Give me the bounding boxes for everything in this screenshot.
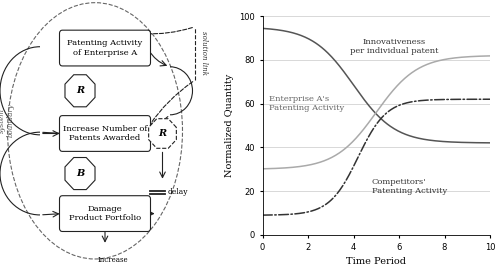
Text: Patenting Activity
of Enterprise A: Patenting Activity of Enterprise A bbox=[68, 40, 142, 57]
Text: system
boundary: system boundary bbox=[0, 103, 15, 137]
Polygon shape bbox=[148, 119, 176, 148]
Text: Innovativeness
per individual patent: Innovativeness per individual patent bbox=[350, 38, 438, 55]
Text: Increase Number of
Patents Awarded: Increase Number of Patents Awarded bbox=[63, 125, 147, 142]
Text: Enterprise A's
Patenting Activity: Enterprise A's Patenting Activity bbox=[270, 95, 344, 112]
Polygon shape bbox=[65, 75, 95, 107]
FancyBboxPatch shape bbox=[60, 116, 150, 151]
Text: Increase
R&D
Resources: Increase R&D Resources bbox=[94, 256, 131, 267]
Text: R: R bbox=[158, 129, 166, 138]
Y-axis label: Normalized Quantity: Normalized Quantity bbox=[224, 74, 234, 177]
Polygon shape bbox=[65, 158, 95, 190]
Text: R: R bbox=[76, 86, 84, 95]
FancyBboxPatch shape bbox=[60, 196, 150, 231]
Text: Damage
Product Portfolio: Damage Product Portfolio bbox=[69, 205, 141, 222]
Text: Competitors'
Patenting Activity: Competitors' Patenting Activity bbox=[372, 178, 447, 195]
Text: delay: delay bbox=[168, 188, 188, 196]
Text: B: B bbox=[76, 169, 84, 178]
Text: solution link: solution link bbox=[200, 32, 208, 75]
FancyBboxPatch shape bbox=[60, 30, 150, 66]
X-axis label: Time Period: Time Period bbox=[346, 257, 406, 266]
